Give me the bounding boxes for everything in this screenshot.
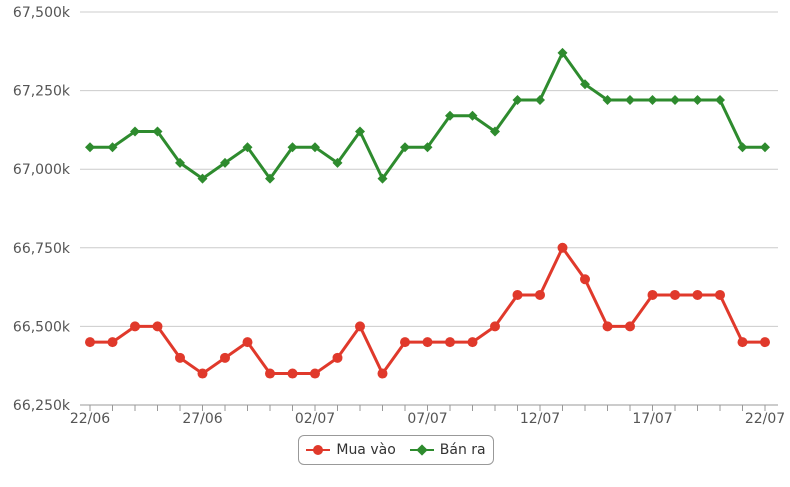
data-point-1-25[interactable] [647,95,658,106]
data-point-0-18[interactable] [490,321,500,332]
legend-item-ban-ra[interactable]: Bán ra [409,442,486,458]
legend-label-ban-ra: Bán ra [439,442,486,458]
data-point-1-13[interactable] [377,173,388,184]
data-point-1-3[interactable] [152,126,163,137]
data-point-1-5[interactable] [197,173,208,184]
data-point-1-21[interactable] [557,47,568,58]
data-point-0-27[interactable] [692,289,703,300]
x-tick-label-6: 22/07 [745,411,785,427]
data-point-0-25[interactable] [647,289,658,300]
data-point-0-21[interactable] [557,242,568,253]
data-point-0-24[interactable] [625,321,635,332]
data-point-1-11[interactable] [332,157,343,168]
data-point-0-10[interactable] [310,368,320,379]
data-point-1-20[interactable] [535,95,545,106]
x-axis [80,404,778,411]
y-axis-labels: 66,250k 66,500k 66,750k 67,000k 67,250k 67,50… [13,5,71,414]
legend-swatch-ban-ra [409,443,434,457]
series-0 [85,242,770,379]
legend: Mua vào Bán ra [298,435,494,465]
data-point-1-26[interactable] [670,95,680,106]
data-point-1-12[interactable] [355,126,365,137]
data-point-0-3[interactable] [152,321,163,332]
x-tick-label-2: 02/07 [295,411,335,427]
data-point-1-16[interactable] [445,110,455,121]
x-tick-label-5: 17/07 [632,411,672,427]
data-point-0-16[interactable] [445,337,455,348]
data-point-1-1[interactable] [107,142,118,153]
data-point-0-7[interactable] [242,337,253,348]
data-point-1-15[interactable] [422,142,433,153]
data-point-1-17[interactable] [467,110,478,121]
y-tick-label-3: 67,000k [13,162,71,178]
data-point-1-28[interactable] [715,95,725,106]
y-tick-label-4: 67,250k [13,84,71,100]
data-point-0-6[interactable] [220,352,230,363]
series-group [85,47,770,379]
data-point-1-8[interactable] [265,173,275,184]
data-point-0-9[interactable] [287,368,298,379]
data-point-1-7[interactable] [242,142,253,153]
y-tick-label-2: 66,750k [13,241,71,257]
data-point-0-12[interactable] [355,321,365,332]
data-point-1-22[interactable] [580,79,590,90]
data-point-1-19[interactable] [512,95,523,106]
legend-swatch-mua-vao [306,443,331,457]
data-point-0-0[interactable] [85,337,95,348]
data-point-0-5[interactable] [197,368,208,379]
data-point-0-13[interactable] [377,368,388,379]
x-tick-label-0: 22/06 [70,411,110,427]
data-point-0-15[interactable] [422,337,433,348]
series-1 [85,47,770,184]
data-point-1-23[interactable] [602,95,613,106]
data-point-1-27[interactable] [692,95,703,106]
data-point-0-14[interactable] [400,337,410,348]
data-point-1-18[interactable] [490,126,500,137]
data-point-0-23[interactable] [602,321,613,332]
data-point-0-30[interactable] [760,337,770,348]
data-point-1-9[interactable] [287,142,298,153]
legend-label-mua-vao: Mua vào [336,442,396,458]
legend-item-mua-vao[interactable]: Mua vào [306,442,396,458]
y-tick-label-0: 66,250k [13,398,71,414]
data-point-1-6[interactable] [220,157,230,168]
series-line-0 [90,246,765,376]
y-tick-label-5: 67,500k [13,5,71,21]
data-point-0-22[interactable] [580,274,590,285]
data-point-1-24[interactable] [625,95,635,106]
data-point-1-14[interactable] [400,142,410,153]
x-axis-labels: 22/06 27/06 02/07 07/07 12/07 17/07 22/07 [70,411,785,427]
x-tick-label-3: 07/07 [407,411,447,427]
data-point-1-10[interactable] [310,142,320,153]
data-point-0-2[interactable] [130,321,140,332]
data-point-1-29[interactable] [737,142,748,153]
data-point-1-2[interactable] [130,126,140,137]
data-point-0-4[interactable] [175,352,185,363]
data-point-0-8[interactable] [265,368,275,379]
data-point-0-1[interactable] [107,337,118,348]
data-point-0-17[interactable] [467,337,478,348]
data-point-1-30[interactable] [760,142,770,153]
y-tick-label-1: 66,500k [13,319,71,335]
series-line-1 [90,51,765,181]
data-point-1-4[interactable] [175,157,185,168]
data-point-0-28[interactable] [715,289,725,300]
data-point-1-0[interactable] [85,142,95,153]
x-tick-label-4: 12/07 [520,411,560,427]
data-point-0-29[interactable] [737,337,748,348]
data-point-0-19[interactable] [512,289,523,300]
x-tick-label-1: 27/06 [182,411,222,427]
data-point-0-26[interactable] [670,289,680,300]
data-point-0-11[interactable] [332,352,343,363]
data-point-0-20[interactable] [535,289,545,300]
